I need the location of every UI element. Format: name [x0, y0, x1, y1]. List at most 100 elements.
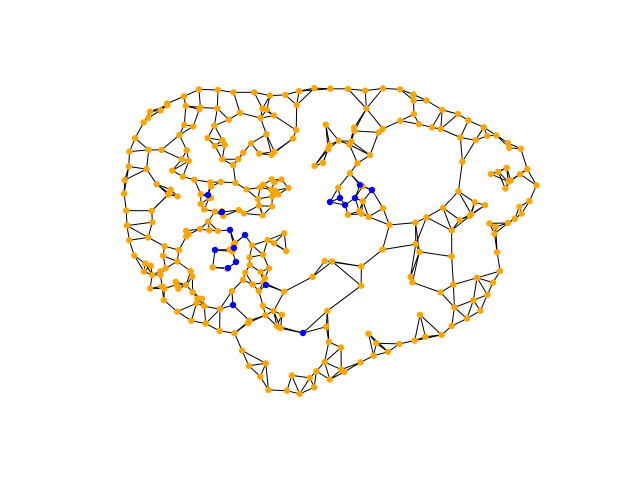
graph-edge	[361, 249, 383, 267]
graph-node	[157, 268, 164, 275]
graph-node	[126, 148, 133, 155]
graph-node	[255, 202, 263, 209]
graph-node	[379, 125, 386, 132]
graph-edge	[366, 88, 384, 109]
graph-node	[270, 307, 277, 315]
graph-edge	[283, 276, 313, 293]
graph-node	[239, 276, 247, 284]
graph-node	[503, 164, 510, 171]
graph-node	[161, 243, 168, 250]
node-layer	[120, 84, 540, 398]
graph-node	[357, 359, 364, 366]
graph-node	[266, 92, 274, 99]
graph-edge	[126, 221, 153, 227]
graph-node	[282, 91, 289, 99]
graph-node	[251, 89, 258, 96]
graph-edge	[233, 92, 241, 113]
graph-node	[216, 306, 224, 313]
graph-node	[278, 176, 285, 183]
graph-edge	[476, 277, 488, 295]
graph-node	[411, 337, 418, 344]
graph-node	[344, 211, 352, 218]
graph-edge	[419, 314, 442, 336]
graph-edge	[327, 285, 362, 312]
graph-edge	[312, 261, 333, 278]
graph-node	[504, 219, 512, 227]
graph-node	[480, 124, 487, 131]
graph-node	[188, 317, 195, 324]
graph-node	[517, 145, 524, 152]
graph-node	[269, 193, 276, 200]
graph-edge	[472, 277, 478, 301]
graph-node	[270, 112, 278, 119]
graph-edge	[312, 260, 326, 278]
graph-node	[489, 279, 497, 286]
graph-node	[197, 200, 204, 208]
graph-edge	[351, 141, 371, 156]
graph-edge	[232, 304, 250, 321]
graph-node	[246, 254, 253, 261]
graph-node-highlighted	[230, 244, 238, 252]
graph-node	[172, 278, 179, 285]
graph-edge	[296, 87, 315, 106]
graph-node-highlighted	[211, 246, 219, 254]
graph-node	[416, 311, 424, 318]
graph-node	[379, 246, 386, 253]
graph-node	[288, 372, 295, 379]
graph-node	[162, 265, 169, 272]
graph-node	[410, 111, 418, 118]
graph-node	[281, 230, 288, 237]
graph-edge	[325, 124, 340, 141]
graph-edge	[452, 284, 455, 308]
graph-node	[524, 166, 531, 173]
graph-node	[354, 160, 361, 167]
graph-node	[262, 360, 269, 367]
graph-node	[358, 263, 365, 270]
graph-node	[337, 344, 345, 351]
graph-node	[448, 253, 455, 260]
graph-node	[412, 219, 419, 226]
graph-node	[144, 234, 152, 241]
graph-edge	[265, 133, 275, 153]
graph-node	[324, 146, 332, 153]
graph-node	[197, 190, 204, 198]
graph-node	[470, 297, 477, 304]
graph-node	[240, 149, 247, 156]
graph-node	[379, 205, 387, 212]
graph-node	[238, 347, 246, 354]
graph-node	[194, 295, 201, 302]
graph-edge	[366, 108, 384, 130]
graph-node	[185, 157, 192, 165]
graph-node-highlighted	[356, 181, 364, 189]
graph-edge	[295, 104, 298, 131]
graph-node	[412, 241, 419, 248]
graph-node	[306, 374, 314, 382]
graph-node	[214, 105, 221, 112]
graph-node	[173, 258, 181, 265]
graph-node-highlighted	[336, 194, 344, 202]
graph-node	[324, 307, 331, 314]
graph-node	[195, 86, 203, 93]
graph-node	[472, 137, 479, 144]
graph-edge	[265, 363, 269, 390]
graph-edge	[124, 168, 147, 181]
graph-edge	[324, 341, 330, 363]
graph-edge	[415, 217, 427, 245]
graph-node	[145, 146, 152, 154]
graph-node	[423, 97, 430, 104]
graph-node	[293, 126, 300, 134]
graph-node	[386, 221, 393, 229]
graph-node	[533, 182, 540, 189]
graph-node	[375, 129, 382, 136]
graph-node	[236, 109, 244, 117]
graph-node-highlighted	[218, 208, 226, 216]
graph-node	[182, 281, 190, 289]
graph-node	[231, 239, 239, 247]
graph-node	[465, 117, 472, 124]
graph-node	[120, 190, 128, 197]
graph-edge	[348, 144, 358, 164]
graph-node	[201, 302, 208, 310]
graph-edge	[219, 290, 233, 310]
graph-node	[262, 312, 269, 319]
graph-edge	[495, 226, 498, 253]
